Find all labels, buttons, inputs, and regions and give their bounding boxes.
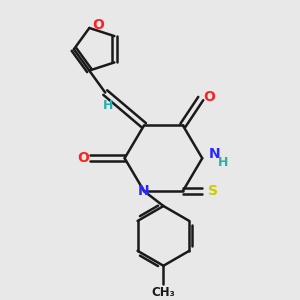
Text: O: O (92, 18, 103, 32)
Text: H: H (103, 100, 113, 112)
Text: O: O (77, 151, 89, 165)
Text: H: H (218, 156, 228, 169)
Text: N: N (209, 147, 220, 161)
Text: N: N (138, 184, 150, 198)
Text: S: S (208, 184, 218, 198)
Text: O: O (203, 90, 215, 104)
Text: CH₃: CH₃ (152, 286, 175, 298)
